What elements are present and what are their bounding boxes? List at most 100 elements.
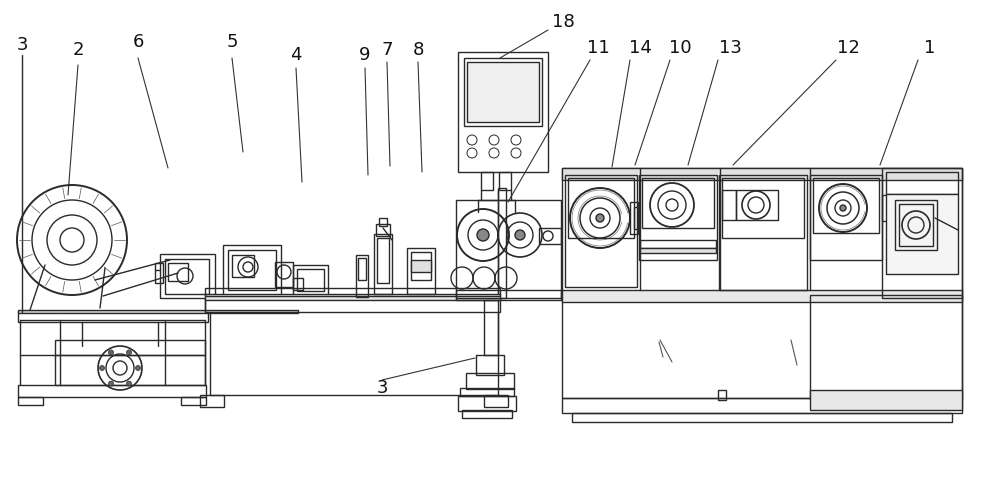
Bar [539, 228, 561, 244]
Circle shape [515, 230, 525, 240]
Text: 12: 12 [837, 39, 859, 57]
Bar [200, 395, 224, 407]
Bar [895, 200, 937, 250]
Circle shape [100, 366, 104, 370]
Bar [642, 178, 714, 228]
Circle shape [477, 229, 489, 241]
Bar [722, 190, 736, 220]
Bar [232, 255, 254, 277]
Bar [882, 168, 962, 298]
Bar [899, 204, 933, 246]
Bar [640, 248, 716, 253]
Bar [18, 397, 43, 405]
Bar [165, 259, 209, 294]
Bar [886, 172, 958, 194]
Circle shape [596, 214, 604, 222]
Bar [18, 310, 298, 313]
Bar [568, 178, 634, 238]
Text: 3: 3 [16, 36, 28, 54]
Bar [572, 413, 952, 422]
Circle shape [108, 381, 114, 386]
Bar [297, 269, 324, 291]
Text: 14: 14 [629, 39, 651, 57]
Text: 2: 2 [72, 41, 84, 59]
Text: 5: 5 [226, 33, 238, 51]
Circle shape [840, 205, 846, 211]
Bar [562, 398, 962, 413]
Text: 8: 8 [412, 41, 424, 59]
Bar [639, 175, 717, 260]
Bar [377, 238, 389, 283]
Bar [293, 265, 328, 298]
Bar [168, 263, 188, 281]
Bar [484, 395, 508, 407]
Bar [223, 245, 281, 298]
Bar [562, 168, 962, 180]
Bar [736, 190, 778, 220]
Bar [634, 207, 638, 229]
Bar [181, 397, 206, 405]
Bar [630, 202, 638, 234]
Bar [498, 188, 506, 298]
Bar [882, 195, 910, 221]
Text: 3: 3 [376, 379, 388, 397]
Bar [467, 62, 539, 122]
Bar [18, 312, 208, 322]
Bar [460, 388, 514, 396]
Bar [462, 410, 512, 418]
Text: 1: 1 [924, 39, 936, 57]
Text: 18: 18 [552, 13, 574, 31]
Bar [228, 250, 276, 290]
Bar [640, 240, 716, 248]
Text: 4: 4 [290, 46, 302, 64]
Bar [411, 252, 431, 280]
Bar [719, 175, 807, 290]
Bar [18, 385, 206, 397]
Bar [356, 255, 368, 297]
Text: 11: 11 [587, 39, 609, 57]
Bar [565, 175, 637, 287]
Bar [458, 52, 548, 172]
Bar [810, 390, 962, 410]
Bar [887, 198, 905, 218]
Bar [464, 58, 542, 126]
Bar [810, 175, 882, 260]
Bar [476, 355, 504, 375]
Circle shape [136, 366, 140, 370]
Bar [562, 290, 962, 302]
Bar [407, 248, 435, 294]
Bar [456, 290, 561, 300]
Bar [813, 178, 879, 233]
Bar [562, 168, 962, 398]
Bar [358, 258, 366, 280]
Text: 6: 6 [132, 33, 144, 51]
Bar [275, 262, 293, 287]
Bar [886, 194, 958, 274]
Bar [155, 263, 163, 283]
Bar [205, 288, 500, 296]
Bar [481, 172, 493, 190]
Circle shape [108, 350, 114, 355]
Bar [458, 396, 516, 411]
Bar [374, 234, 392, 294]
Bar [376, 224, 390, 236]
Bar [484, 300, 498, 355]
Bar [293, 278, 303, 290]
Bar [456, 200, 561, 298]
Bar [55, 340, 205, 385]
Circle shape [126, 350, 132, 355]
Text: 7: 7 [381, 41, 393, 59]
Bar [205, 294, 500, 300]
Text: 9: 9 [359, 46, 371, 64]
Circle shape [126, 381, 132, 386]
Bar [205, 298, 500, 312]
Text: 10: 10 [669, 39, 691, 57]
Bar [379, 218, 387, 226]
Text: 13: 13 [719, 39, 741, 57]
Bar [810, 295, 962, 400]
Bar [722, 178, 804, 238]
Bar [160, 254, 215, 298]
Bar [411, 260, 431, 272]
Bar [718, 390, 726, 400]
Bar [499, 172, 511, 190]
